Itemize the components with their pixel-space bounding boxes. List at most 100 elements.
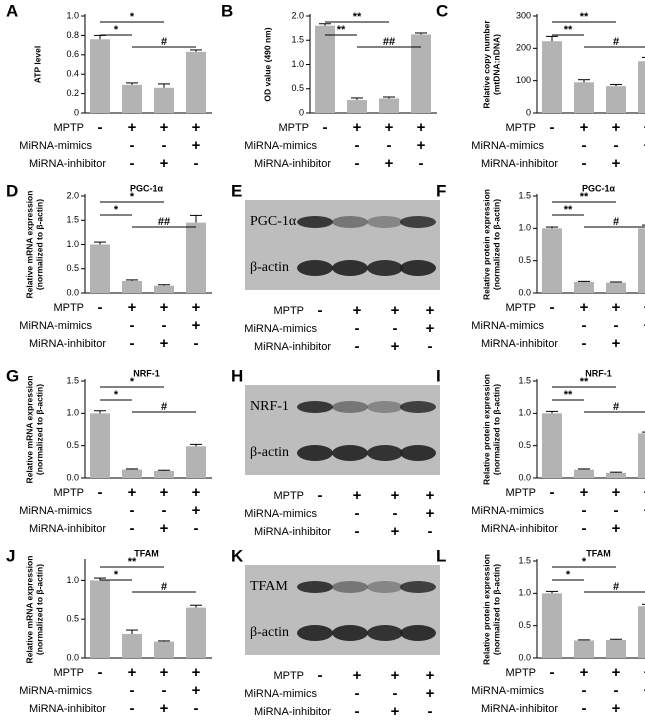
- y-tick-label: 2.0: [66, 190, 79, 200]
- condition-label: MiRNA-mimics: [19, 685, 92, 697]
- condition-sign: -: [582, 317, 587, 334]
- condition-sign: +: [426, 487, 435, 504]
- condition-sign: +: [612, 299, 621, 316]
- condition-label: MPTP: [53, 667, 84, 679]
- chart-title: NRF-1: [133, 368, 160, 378]
- y-tick-label: 0.5: [518, 620, 531, 630]
- condition-label: MPTP: [505, 122, 536, 134]
- panel-letter: H: [231, 366, 243, 385]
- condition-sign: +: [580, 484, 589, 501]
- condition-sign: +: [391, 703, 400, 720]
- panel-letter: A: [6, 1, 18, 20]
- y-tick-label: 1.5: [518, 555, 531, 565]
- condition-sign: +: [353, 302, 362, 319]
- significance-label: **: [580, 191, 589, 203]
- condition-sign: +: [391, 487, 400, 504]
- y-tick-label: 200: [516, 43, 531, 53]
- blot-band: [367, 260, 403, 276]
- condition-sign: -: [550, 664, 555, 681]
- blot-band: [367, 401, 403, 413]
- blot-label: β-actin: [250, 260, 289, 275]
- condition-sign: +: [417, 119, 426, 136]
- y-axis-label: (normalized to β-actin): [491, 199, 501, 290]
- condition-sign: +: [192, 502, 201, 519]
- condition-label: MiRNA-mimics: [471, 140, 544, 152]
- condition-sign: -: [393, 505, 398, 522]
- condition-sign: +: [160, 484, 169, 501]
- bar: [606, 86, 626, 113]
- condition-sign: -: [582, 520, 587, 537]
- blot-band: [367, 445, 403, 461]
- significance-label: ##: [383, 36, 395, 48]
- y-tick-label: 1.0: [518, 588, 531, 598]
- condition-sign: +: [160, 155, 169, 172]
- bar: [574, 469, 594, 478]
- condition-sign: +: [160, 335, 169, 352]
- condition-sign: -: [323, 119, 328, 136]
- condition-sign: +: [612, 700, 621, 717]
- condition-sign: +: [580, 299, 589, 316]
- significance-label: **: [128, 556, 137, 568]
- y-tick-label: 0.0: [518, 287, 531, 297]
- condition-label: MPTP: [505, 667, 536, 679]
- condition-label: MiRNA-mimics: [471, 685, 544, 697]
- panel-letter: C: [436, 1, 448, 20]
- condition-label: MiRNA-mimics: [471, 320, 544, 332]
- condition-sign: -: [98, 484, 103, 501]
- condition-label: MiRNA-inhibitor: [254, 158, 331, 170]
- condition-label: MPTP: [505, 302, 536, 314]
- condition-label: MiRNA-mimics: [471, 505, 544, 517]
- y-tick-label: 0.5: [518, 255, 531, 265]
- condition-sign: -: [393, 685, 398, 702]
- condition-sign: +: [192, 317, 201, 334]
- condition-label: MiRNA-inhibitor: [481, 158, 558, 170]
- panel-letter: E: [231, 181, 242, 200]
- y-axis-label: Relative mRNA expression: [24, 191, 34, 299]
- chart-title: TFAM: [134, 548, 159, 558]
- panel-letter: L: [436, 546, 446, 565]
- bar: [122, 84, 142, 113]
- condition-sign: -: [130, 520, 135, 537]
- chart-title: TFAM: [586, 548, 611, 558]
- bar: [574, 640, 594, 658]
- blot-band: [367, 216, 403, 228]
- y-tick-label: 0.5: [66, 614, 79, 624]
- y-tick-label: 0: [74, 107, 79, 117]
- significance-label: *: [114, 569, 119, 581]
- condition-sign: -: [98, 299, 103, 316]
- panel-letter: B: [221, 1, 233, 20]
- condition-sign: +: [353, 667, 362, 684]
- bar: [411, 34, 431, 113]
- condition-sign: +: [644, 502, 645, 519]
- significance-label: **: [337, 24, 346, 36]
- blot-band: [367, 581, 403, 593]
- condition-label: MiRNA-mimics: [244, 140, 317, 152]
- condition-sign: -: [130, 700, 135, 717]
- blot-band: [297, 216, 333, 228]
- condition-sign: -: [387, 137, 392, 154]
- significance-label: **: [580, 376, 589, 388]
- bar: [638, 606, 645, 658]
- y-axis-label: (normalized to β-actin): [491, 384, 501, 475]
- condition-sign: +: [612, 155, 621, 172]
- blot-band: [332, 401, 368, 413]
- significance-label: *: [114, 204, 119, 216]
- condition-sign: +: [417, 137, 426, 154]
- bar: [122, 469, 142, 478]
- panel-letter: F: [436, 181, 446, 200]
- y-axis-label: ATP level: [32, 46, 42, 83]
- blot-band: [332, 445, 368, 461]
- y-tick-label: 0.2: [66, 88, 79, 98]
- condition-sign: +: [160, 119, 169, 136]
- y-axis-label: (mtDNA:nDNA): [491, 34, 501, 95]
- bar: [606, 282, 626, 293]
- y-tick-label: 1.5: [66, 215, 79, 225]
- condition-sign: +: [192, 119, 201, 136]
- condition-sign: +: [391, 338, 400, 355]
- condition-sign: -: [582, 155, 587, 172]
- y-tick-label: 0: [299, 107, 304, 117]
- condition-sign: +: [644, 137, 645, 154]
- y-tick-label: 0.5: [66, 440, 79, 450]
- significance-label: #: [161, 401, 167, 413]
- y-tick-label: 100: [516, 75, 531, 85]
